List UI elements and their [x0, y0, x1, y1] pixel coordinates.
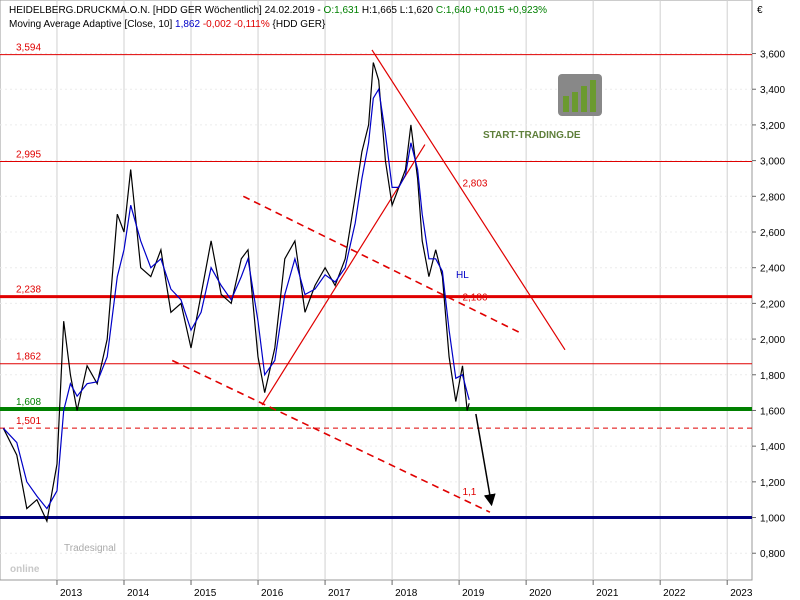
y-tick-label: 3,400 — [760, 85, 785, 96]
x-tick-label: 2019 — [462, 588, 485, 599]
header-hl: H:1,665 L:1,620 — [359, 5, 436, 16]
arrow — [475, 413, 496, 507]
level-label: 2,995 — [16, 150, 41, 161]
currency: € — [757, 5, 763, 16]
x-tick-label: 2016 — [261, 588, 284, 599]
trend-line — [171, 359, 491, 513]
x-tick-label: 2020 — [529, 588, 552, 599]
x-tick-label: 2013 — [60, 588, 83, 599]
x-tick-label: 2021 — [596, 588, 619, 599]
y-tick-label: 0,800 — [760, 549, 785, 560]
header-ma: 1,862 — [175, 19, 200, 30]
trend-label: 2,186 — [462, 292, 487, 303]
y-tick-label: 3,000 — [760, 157, 785, 168]
y-tick-label: 2,800 — [760, 192, 785, 203]
y-tick-label: 1,200 — [760, 478, 785, 489]
y-tick-label: 3,200 — [760, 121, 785, 132]
watermark-small: Tradesignal — [64, 543, 116, 554]
trend-label: 1,1 — [462, 487, 476, 498]
y-tick-label: 2,400 — [760, 264, 785, 275]
y-tick-label: 3,600 — [760, 50, 785, 61]
logo-icon — [558, 74, 602, 116]
trend-line — [242, 195, 523, 335]
header-text: Moving Average Adaptive [Close, 10] — [9, 19, 175, 30]
y-tick-label: 2,200 — [760, 299, 785, 310]
level-label: 1,608 — [16, 397, 41, 408]
header-close: C:1,640 +0,015 +0,923% — [436, 5, 547, 16]
level-label: 1,501 — [16, 416, 41, 427]
y-tick-label: 1,600 — [760, 406, 785, 417]
header-open: O:1,631 — [324, 5, 360, 16]
y-tick-label: 2,600 — [760, 228, 785, 239]
logo-text: START-TRADING.DE — [483, 130, 581, 141]
watermark-big: online — [10, 564, 40, 575]
header-change: -0,002 -0,111% — [200, 19, 270, 30]
header-line-1: HEIDELBERG.DRUCKMA.O.N. [HDD GER Wöchent… — [9, 5, 547, 16]
y-tick-label: 1,000 — [760, 514, 785, 525]
x-tick-label: 2022 — [663, 588, 686, 599]
header-line-2: Moving Average Adaptive [Close, 10] 1,86… — [9, 19, 326, 30]
x-tick-label: 2023 — [730, 588, 753, 599]
x-tick-label: 2018 — [395, 588, 418, 599]
series-line — [2, 87, 470, 510]
x-tick-label: 2014 — [127, 588, 150, 599]
level-label: 2,238 — [16, 285, 41, 296]
level-label: 3,594 — [16, 43, 41, 54]
header-text: {HDD GER} — [270, 19, 326, 30]
level-label: 1,862 — [16, 352, 41, 363]
x-tick-label: 2015 — [194, 588, 217, 599]
annotation: HL — [456, 270, 469, 281]
y-tick-label: 2,000 — [760, 335, 785, 346]
trend-line — [371, 49, 566, 351]
x-tick-label: 2017 — [328, 588, 351, 599]
y-tick-label: 1,800 — [760, 371, 785, 382]
trend-label: 2,803 — [462, 179, 487, 190]
y-tick-label: 1,400 — [760, 442, 785, 453]
header-text: HEIDELBERG.DRUCKMA.O.N. [HDD GER Wöchent… — [9, 5, 324, 16]
plot-area — [0, 0, 753, 581]
